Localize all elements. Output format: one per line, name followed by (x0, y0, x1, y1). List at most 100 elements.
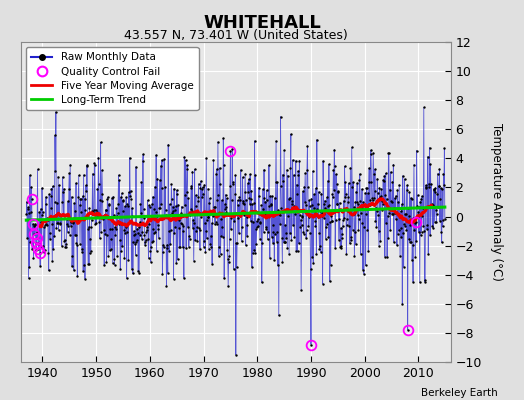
Point (77, 196, 85, 202)
Point (389, 211, 397, 218)
Point (52, 199, 61, 206)
Point (396, 208, 405, 214)
Point (322, 224, 331, 230)
Point (268, 193, 276, 199)
Point (353, 199, 361, 205)
Point (264, 229, 272, 235)
Point (184, 195, 192, 201)
Point (330, 146, 339, 153)
Point (176, 244, 184, 250)
Point (245, 194, 254, 201)
Point (39, 243, 48, 249)
Point (84, 224, 93, 230)
Point (365, 196, 374, 203)
Point (117, 248, 125, 254)
Point (184, 243, 193, 250)
Point (401, 223, 410, 229)
Point (339, 217, 347, 223)
Point (216, 181, 224, 187)
Point (368, 195, 376, 202)
Point (116, 194, 125, 200)
Point (201, 248, 210, 255)
Point (177, 210, 185, 216)
Point (278, 258, 287, 265)
Point (313, 201, 322, 207)
Point (92, 209, 101, 215)
Point (117, 190, 126, 196)
Point (384, 235, 392, 241)
Point (118, 243, 126, 250)
Point (136, 201, 145, 208)
Point (429, 201, 437, 208)
Point (81, 276, 89, 282)
Point (87, 224, 95, 231)
Point (273, 179, 281, 186)
Point (174, 202, 182, 208)
Point (182, 245, 190, 252)
Point (290, 234, 299, 240)
Point (80, 262, 88, 268)
Point (101, 211, 109, 218)
Point (331, 163, 339, 169)
Point (46, 204, 54, 211)
Point (144, 197, 152, 204)
Point (379, 176, 387, 183)
Point (90, 207, 98, 213)
Point (434, 183, 443, 190)
Point (207, 244, 215, 250)
Point (166, 201, 174, 207)
Point (115, 221, 123, 227)
Point (122, 224, 130, 230)
Point (63, 228, 72, 235)
Point (189, 225, 197, 231)
Point (356, 251, 365, 257)
Point (67, 223, 75, 229)
Point (199, 243, 208, 250)
Point (319, 280, 327, 287)
Point (268, 222, 277, 228)
Point (196, 246, 204, 252)
Point (328, 218, 336, 224)
Point (435, 166, 444, 172)
Point (35, 209, 43, 215)
Point (387, 199, 396, 205)
Point (423, 226, 431, 232)
Point (126, 154, 134, 161)
Point (278, 234, 286, 241)
Point (147, 201, 156, 207)
Point (110, 256, 118, 262)
Point (116, 266, 125, 272)
Point (221, 201, 229, 208)
Point (215, 244, 223, 250)
Point (111, 231, 119, 238)
Point (301, 202, 310, 208)
Point (165, 228, 173, 235)
Point (238, 174, 247, 180)
Point (232, 352, 240, 358)
Point (224, 256, 232, 262)
Point (320, 215, 328, 221)
Point (187, 183, 195, 189)
Point (251, 249, 259, 256)
Point (338, 231, 346, 238)
Point (304, 214, 313, 220)
Point (249, 247, 258, 254)
Point (141, 238, 149, 245)
Point (195, 227, 204, 234)
Point (56, 219, 64, 226)
Point (31, 220, 39, 227)
Point (43, 215, 51, 221)
Point (394, 199, 402, 205)
Point (325, 202, 334, 208)
Point (323, 203, 332, 210)
Point (61, 244, 70, 250)
Point (432, 219, 441, 225)
Point (88, 208, 96, 214)
Point (108, 260, 117, 266)
Point (250, 200, 258, 207)
Point (170, 230, 179, 236)
Point (157, 185, 166, 191)
Point (333, 200, 342, 207)
Point (345, 207, 354, 214)
Point (308, 254, 316, 260)
